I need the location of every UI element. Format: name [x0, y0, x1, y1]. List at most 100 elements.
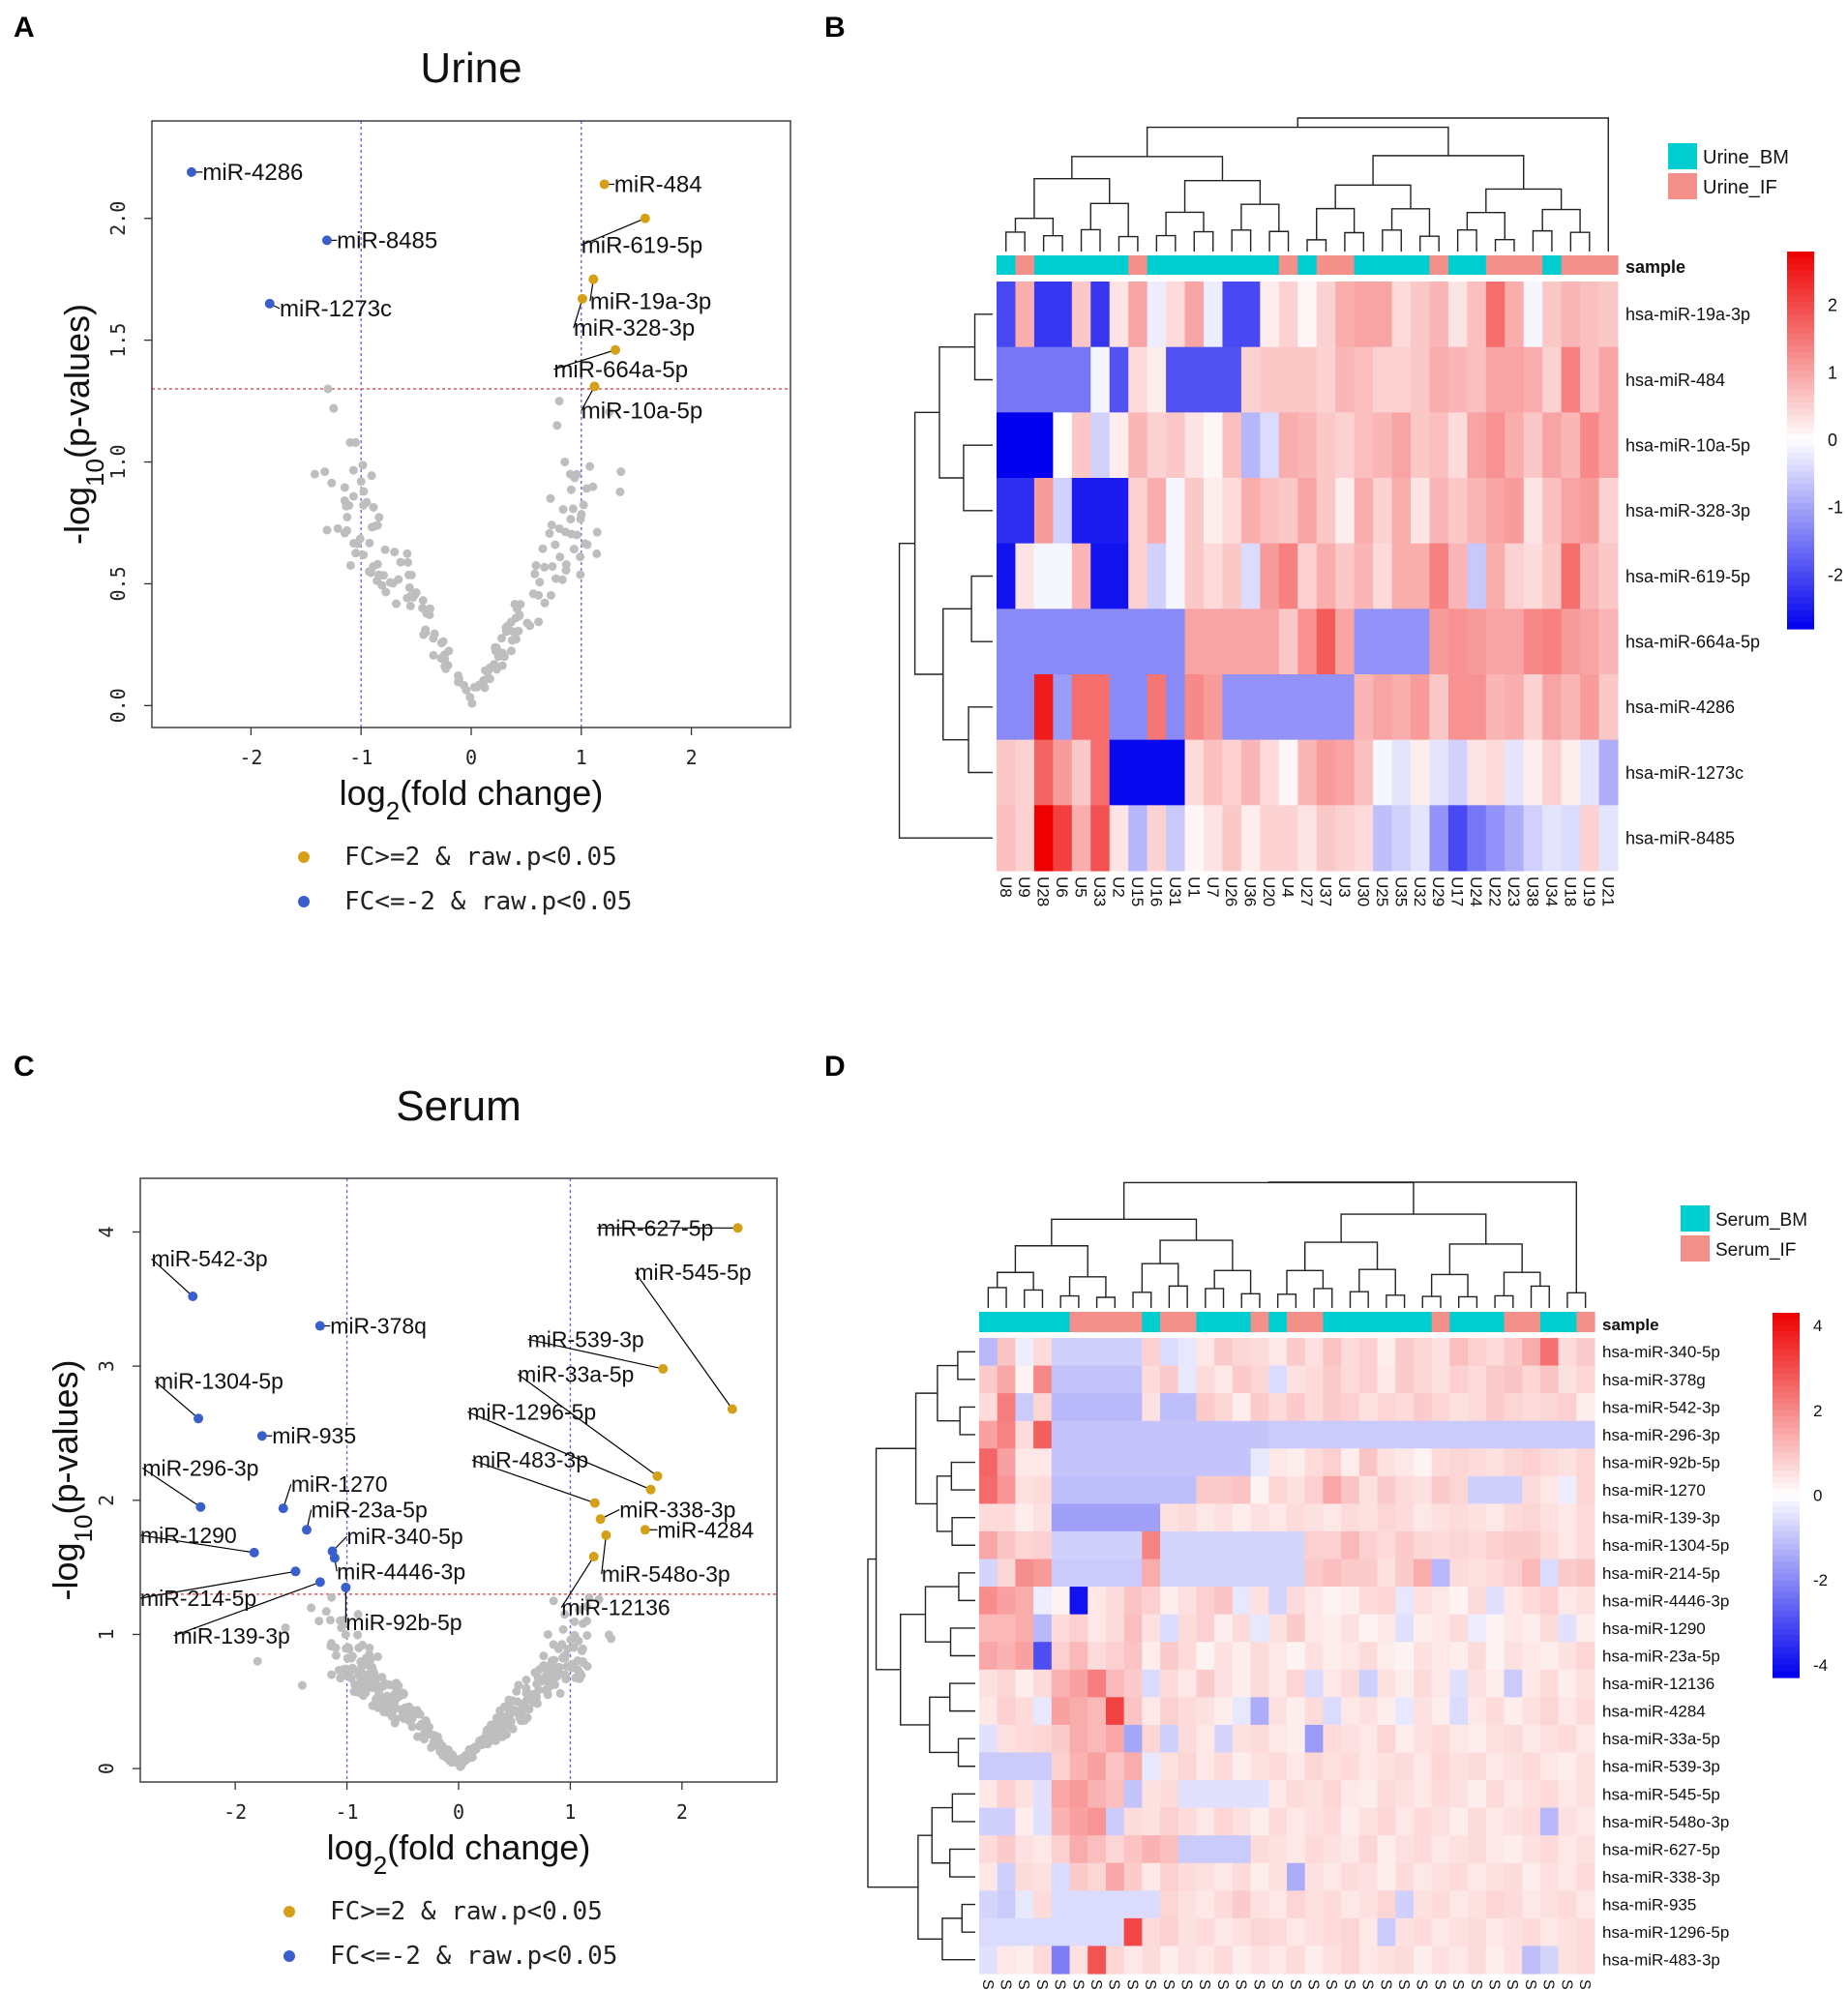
annotation-cell [1222, 255, 1242, 275]
ns-point [581, 484, 591, 493]
annotation-cell [1395, 1312, 1415, 1332]
heat-cell [1377, 1338, 1396, 1367]
color-scale-label: 0 [1828, 431, 1837, 450]
heat-cell [1142, 1642, 1161, 1671]
heat-cell [979, 1338, 999, 1367]
ns-point [574, 1636, 583, 1646]
annotation-cell [1177, 1312, 1198, 1332]
ns-point [438, 1751, 448, 1761]
label-leader [581, 218, 646, 246]
heat-cell [1561, 609, 1581, 675]
heat-cell [1395, 1917, 1415, 1947]
heat-cell [1304, 1724, 1325, 1754]
color-scale-step [1773, 1482, 1800, 1490]
dendrogram-branch [970, 575, 993, 642]
sample-label: U6 [1053, 876, 1071, 898]
legend-swatch [1668, 173, 1697, 199]
heat-cell [1413, 1697, 1433, 1726]
heat-cell [1335, 674, 1356, 741]
ns-point [565, 469, 575, 479]
heat-cell [1105, 1475, 1125, 1504]
heat-cell [1088, 1559, 1107, 1588]
dendrogram-branch [1386, 1294, 1406, 1308]
ns-point [507, 636, 517, 645]
ns-point [547, 520, 556, 530]
ns-point [549, 1672, 558, 1681]
heat-cell [1304, 1475, 1325, 1504]
ns-point [582, 1631, 592, 1641]
heat-cell [1522, 1365, 1541, 1394]
heat-cell [1240, 412, 1261, 479]
heat-cell [979, 1420, 999, 1449]
heat-cell [1033, 1642, 1053, 1671]
heat-cell [1088, 1393, 1107, 1422]
heat-cell [997, 1780, 1017, 1809]
dendrogram-branch [1193, 230, 1214, 252]
heat-cell [1485, 1393, 1505, 1422]
ns-point [592, 527, 602, 537]
heat-cell [1128, 282, 1148, 348]
heat-cell [979, 1890, 999, 1919]
heat-cell [1468, 1503, 1487, 1532]
heat-cell [1598, 412, 1619, 479]
color-scale-step [1787, 528, 1814, 536]
point-miR-483-3p [589, 1498, 600, 1508]
heat-cell [1232, 1669, 1252, 1698]
point-label: miR-19a-3p [590, 288, 711, 314]
heat-cell [1250, 1587, 1269, 1616]
heat-cell [1128, 346, 1148, 413]
heat-cell [1069, 1614, 1088, 1643]
heat-cell [1373, 412, 1393, 479]
heat-cell [1411, 805, 1431, 872]
ns-point [462, 685, 471, 695]
heat-cell [1184, 412, 1205, 479]
heat-cell [1561, 543, 1581, 609]
heat-cell [1250, 1475, 1269, 1504]
heat-cell [1341, 1530, 1360, 1560]
heat-cell [1561, 282, 1581, 348]
heat-cell [1539, 1338, 1560, 1367]
heat-cell [1287, 1752, 1306, 1781]
heat-cell [1447, 478, 1468, 545]
dendrogram-branch [1068, 1276, 1107, 1297]
ns-point [568, 504, 578, 514]
ns-point [281, 1623, 290, 1633]
heat-cell [1576, 1917, 1595, 1947]
dendrogram-branch [1494, 1294, 1514, 1308]
heat-cell [1160, 1807, 1179, 1836]
heat-cell [1341, 1559, 1360, 1588]
point-miR-539-3p [658, 1363, 669, 1374]
heat-cell [1504, 1862, 1523, 1891]
dendrogram-branch [1358, 1268, 1396, 1295]
heat-cell [1147, 739, 1167, 806]
panel-label-a: A [14, 12, 35, 44]
heat-cell [1539, 1475, 1560, 1504]
color-scale-step [1773, 1385, 1800, 1393]
heat-cell [1304, 1669, 1325, 1698]
annotation-cell [1142, 1312, 1161, 1332]
heat-cell [1539, 1448, 1560, 1477]
color-scale-step [1787, 333, 1814, 341]
point-miR-548o-3p [601, 1530, 611, 1540]
color-scale-step [1773, 1380, 1800, 1386]
heat-cell [1358, 1890, 1379, 1919]
ns-point [489, 661, 498, 670]
ns-point [563, 1644, 573, 1653]
heat-cell [1316, 412, 1336, 479]
heat-cell [1391, 609, 1412, 675]
ns-point [343, 525, 352, 535]
point-label: miR-92b-5p [345, 1610, 462, 1635]
color-scale-step [1787, 277, 1814, 284]
heat-cell [1449, 1807, 1469, 1836]
heat-cell [1522, 1917, 1541, 1947]
color-scale-step [1773, 1525, 1800, 1532]
legend-swatch [1668, 143, 1697, 169]
color-scale-step [1773, 1628, 1800, 1636]
label-leader [139, 1570, 296, 1599]
ns-point [615, 487, 625, 496]
heat-cell [1304, 1559, 1325, 1588]
heat-cell [1598, 543, 1619, 609]
heat-cell [1142, 1807, 1161, 1836]
heat-cell [997, 1365, 1017, 1394]
heat-cell [1123, 1642, 1143, 1671]
